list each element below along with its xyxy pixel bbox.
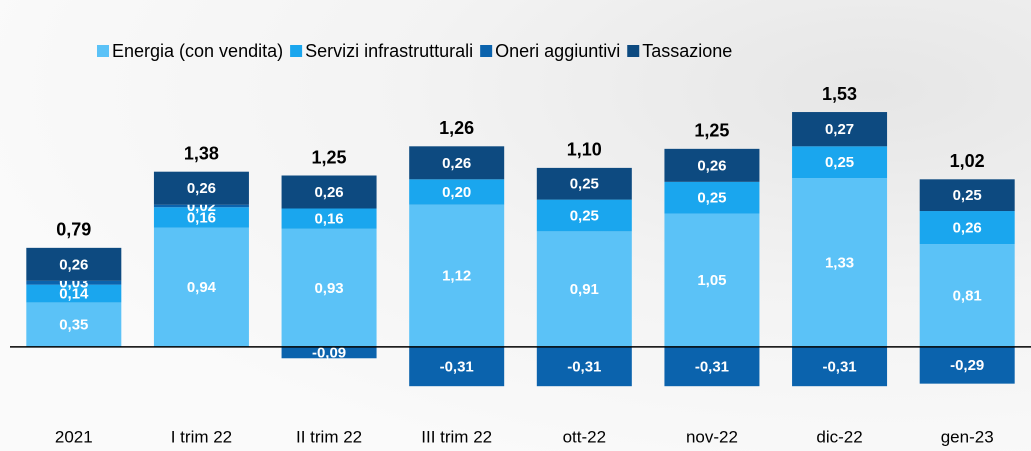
x-tick-label: III trim 22 xyxy=(421,427,492,446)
total-label: 1,26 xyxy=(439,118,474,138)
x-tick-label: dic-22 xyxy=(816,427,862,446)
value-label: 0,26 xyxy=(314,184,343,201)
total-label: 1,38 xyxy=(184,143,219,163)
value-label: 1,12 xyxy=(442,268,471,285)
x-tick-label: I trim 22 xyxy=(171,427,232,446)
value-label: 0,26 xyxy=(59,256,88,273)
value-label: -0,31 xyxy=(440,358,474,375)
value-label: 0,91 xyxy=(570,281,599,298)
legend-swatch xyxy=(97,45,109,57)
value-label: 0,26 xyxy=(442,155,471,172)
value-label: 0,25 xyxy=(825,154,854,171)
value-label: 0,25 xyxy=(953,187,982,204)
total-label: 1,10 xyxy=(567,140,602,160)
value-label: 0,35 xyxy=(59,317,88,334)
legend-label: Tassazione xyxy=(642,41,732,61)
value-label: 0,26 xyxy=(953,220,982,237)
value-label: 0,25 xyxy=(570,207,599,224)
total-label: 1,25 xyxy=(312,147,347,167)
value-label: 0,20 xyxy=(442,184,471,201)
value-label: 0,94 xyxy=(187,279,217,296)
value-label: 0,27 xyxy=(825,121,854,138)
value-label: 0,26 xyxy=(697,157,726,174)
legend-swatch xyxy=(627,45,639,57)
value-label: -0,31 xyxy=(695,358,729,375)
chart: Energia (con vendita) Servizi infrastrutt… xyxy=(0,0,1031,451)
legend-swatch xyxy=(480,45,492,57)
value-label: 0,93 xyxy=(314,280,343,297)
total-label: 1,25 xyxy=(694,121,729,141)
legend-label: Servizi infrastrutturali xyxy=(305,41,473,61)
value-label: 0,81 xyxy=(953,287,982,304)
x-tick-label: ott-22 xyxy=(563,427,606,446)
total-label: 1,53 xyxy=(822,84,857,104)
total-label: 0,79 xyxy=(56,220,91,240)
x-tick-label: nov-22 xyxy=(686,427,738,446)
value-label: -0,29 xyxy=(950,357,984,374)
value-label: 0,26 xyxy=(187,180,216,197)
total-label: 1,02 xyxy=(950,151,985,171)
value-label: 0,16 xyxy=(314,211,343,228)
value-label: 1,33 xyxy=(825,254,854,271)
x-tick-label: II trim 22 xyxy=(296,427,362,446)
legend-swatch xyxy=(290,45,302,57)
x-tick-label: 2021 xyxy=(55,427,93,446)
value-label: 1,05 xyxy=(697,272,726,289)
value-label: -0,31 xyxy=(567,358,601,375)
legend-label: Energia (con vendita) xyxy=(112,41,283,61)
legend-label: Oneri aggiuntivi xyxy=(495,41,620,61)
x-tick-label: gen-23 xyxy=(941,427,994,446)
value-label: -0,31 xyxy=(822,358,856,375)
value-label: 0,25 xyxy=(570,176,599,193)
value-label: 0,25 xyxy=(697,190,726,207)
